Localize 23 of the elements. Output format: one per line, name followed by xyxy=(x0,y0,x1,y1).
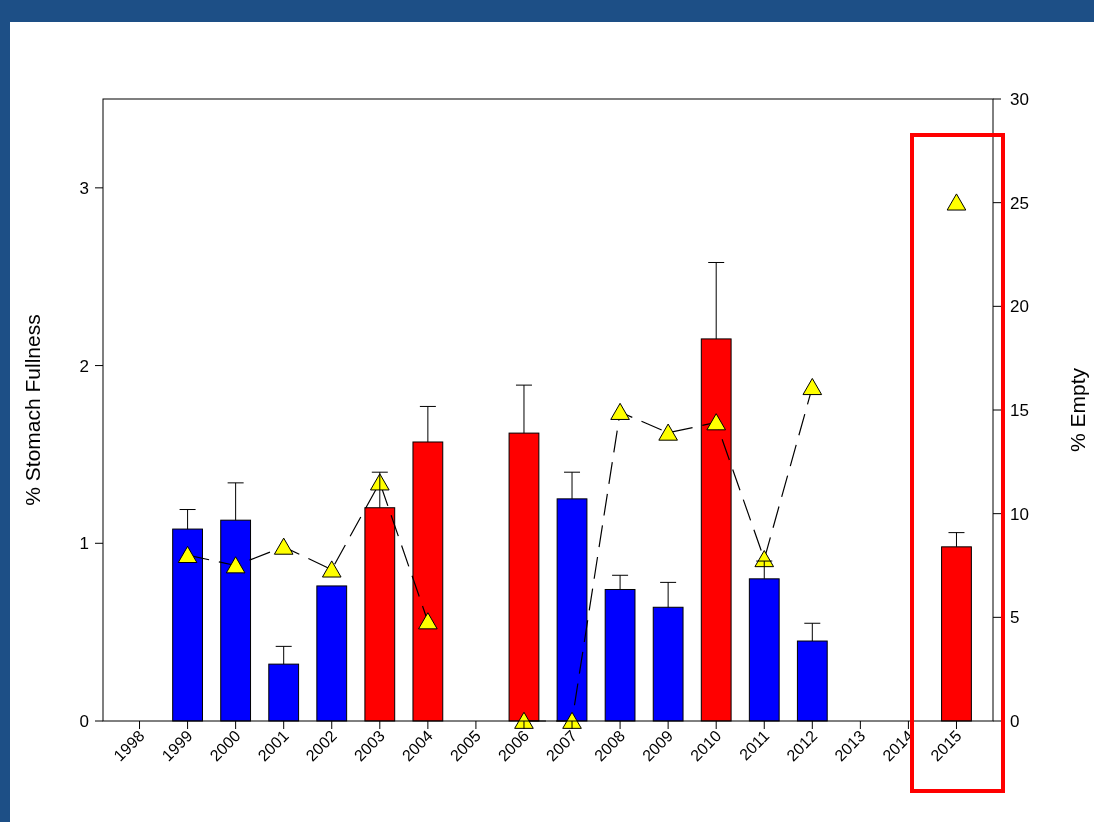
y2-tick-label: 5 xyxy=(1010,608,1020,628)
point xyxy=(658,423,678,441)
y2-tick-label: 10 xyxy=(1010,504,1029,524)
point xyxy=(610,402,630,420)
y2-tick-label: 20 xyxy=(1010,297,1029,317)
y2-tick-label: 25 xyxy=(1010,193,1029,213)
point xyxy=(418,612,438,630)
y2-axis-title: % Empty xyxy=(1066,367,1089,453)
point xyxy=(177,545,198,564)
y2-tick-label: 30 xyxy=(1010,90,1029,109)
point xyxy=(321,560,342,578)
point xyxy=(273,537,294,555)
y-tick-label: 0 xyxy=(79,712,89,731)
point xyxy=(706,413,726,431)
point xyxy=(946,193,967,211)
y-tick-label: 2 xyxy=(79,356,89,376)
y-axis-title: % Stomach Fullness xyxy=(21,314,44,506)
point xyxy=(802,377,823,396)
y2-tick-label: 15 xyxy=(1010,401,1029,420)
point xyxy=(225,556,246,574)
y-tick-label: 1 xyxy=(79,534,89,554)
y2-tick-label: 0 xyxy=(1010,712,1020,731)
y-tick-label: 3 xyxy=(79,178,89,198)
